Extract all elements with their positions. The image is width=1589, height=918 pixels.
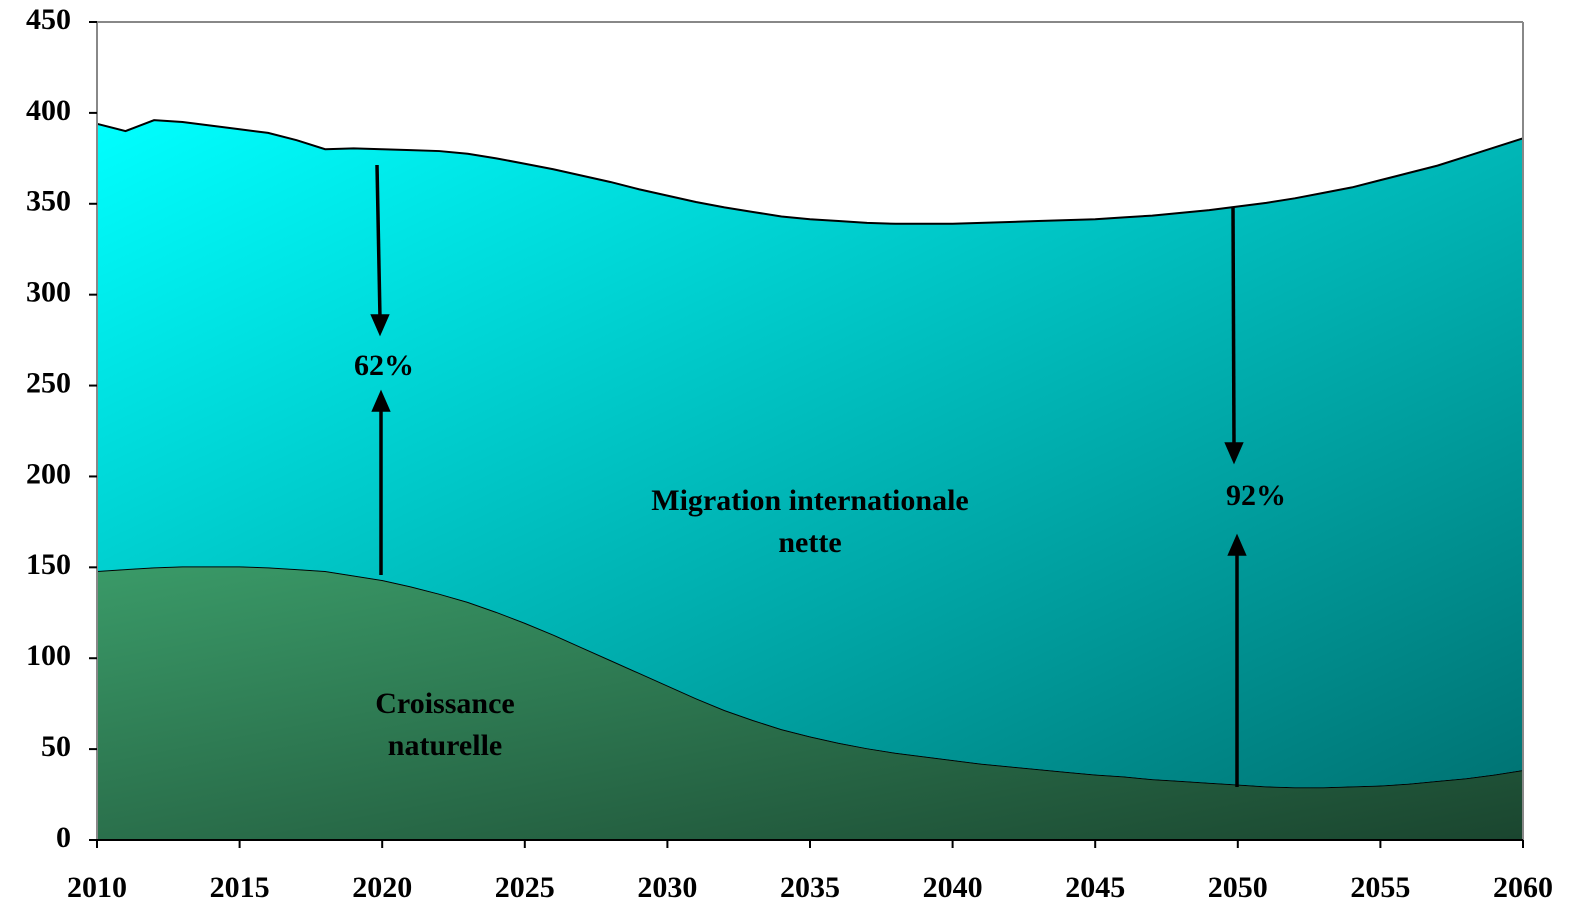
- x-tick-label: 2015: [210, 871, 270, 904]
- y-tick-label: 200: [26, 457, 71, 490]
- x-tick-label: 2045: [1065, 871, 1125, 904]
- x-tick-label: 2040: [923, 871, 983, 904]
- x-tick-label: 2050: [1208, 871, 1268, 904]
- area-shade: [97, 566, 1523, 840]
- arrowhead: [1227, 533, 1247, 556]
- area-outline: [96, 119, 1524, 225]
- arrow: [375, 164, 382, 319]
- series-label: Croissance naturelle: [375, 687, 515, 762]
- y-tick-label: 400: [26, 94, 71, 127]
- x-tick-label: 2060: [1493, 871, 1553, 904]
- x-tick-label: 2030: [637, 871, 697, 904]
- y-tick-label: 0: [56, 821, 71, 854]
- y-tick-label: 450: [26, 3, 71, 36]
- area-shade: [97, 120, 1523, 788]
- arrows: [370, 164, 1247, 787]
- x-tick-label: 2025: [495, 871, 555, 904]
- y-tick-label: 100: [26, 639, 71, 672]
- y-tick-label: 300: [26, 276, 71, 309]
- annotation: 62%: [354, 349, 414, 382]
- arrowhead: [370, 314, 390, 337]
- y-tick-label: 150: [26, 548, 71, 581]
- arrowhead: [371, 389, 391, 412]
- y-tick-label: 250: [26, 366, 71, 399]
- x-tick-label: 2020: [352, 871, 412, 904]
- y-tick-label: 50: [41, 730, 71, 763]
- annotation: 92%: [1226, 479, 1286, 512]
- arrowhead: [1224, 442, 1244, 465]
- arrow: [1231, 206, 1236, 447]
- x-tick-label: 2055: [1350, 871, 1410, 904]
- series-label: Migration internationale nette: [651, 484, 969, 559]
- x-tick-label: 2010: [67, 871, 127, 904]
- y-tick-label: 350: [26, 185, 71, 218]
- x-tick-label: 2035: [780, 871, 840, 904]
